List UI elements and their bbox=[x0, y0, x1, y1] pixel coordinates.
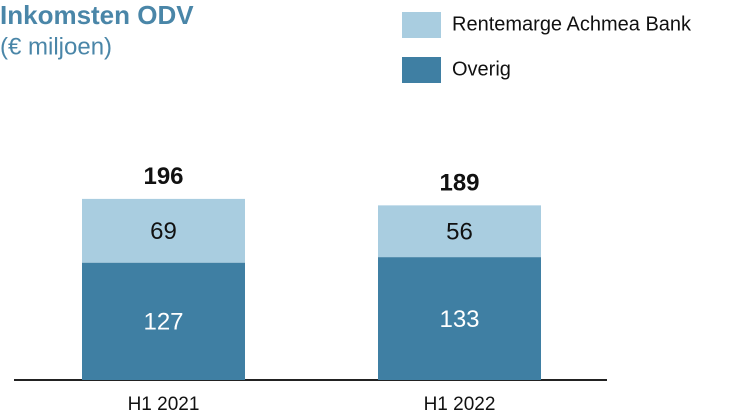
x-tick-label: H1 2021 bbox=[128, 394, 200, 415]
legend-swatch bbox=[402, 57, 441, 83]
total-label: 196 bbox=[143, 163, 183, 190]
x-tick-label: H1 2022 bbox=[424, 394, 496, 415]
value-label: 69 bbox=[150, 218, 177, 245]
chart-title: Inkomsten ODV bbox=[0, 0, 194, 30]
legend-swatch bbox=[402, 12, 441, 38]
bar-segment bbox=[82, 198, 245, 263]
value-label: 133 bbox=[439, 306, 479, 333]
value-label: 127 bbox=[143, 309, 183, 336]
legend-label: Overig bbox=[452, 58, 511, 80]
total-label: 189 bbox=[439, 170, 479, 197]
bar-segment bbox=[378, 257, 541, 380]
legend-label: Rentemarge Achmea Bank bbox=[452, 13, 692, 35]
value-label: 56 bbox=[446, 219, 473, 246]
chart-subtitle: (€ miljoen) bbox=[0, 33, 112, 60]
bar-segment bbox=[82, 262, 245, 380]
bar-segment bbox=[378, 205, 541, 258]
